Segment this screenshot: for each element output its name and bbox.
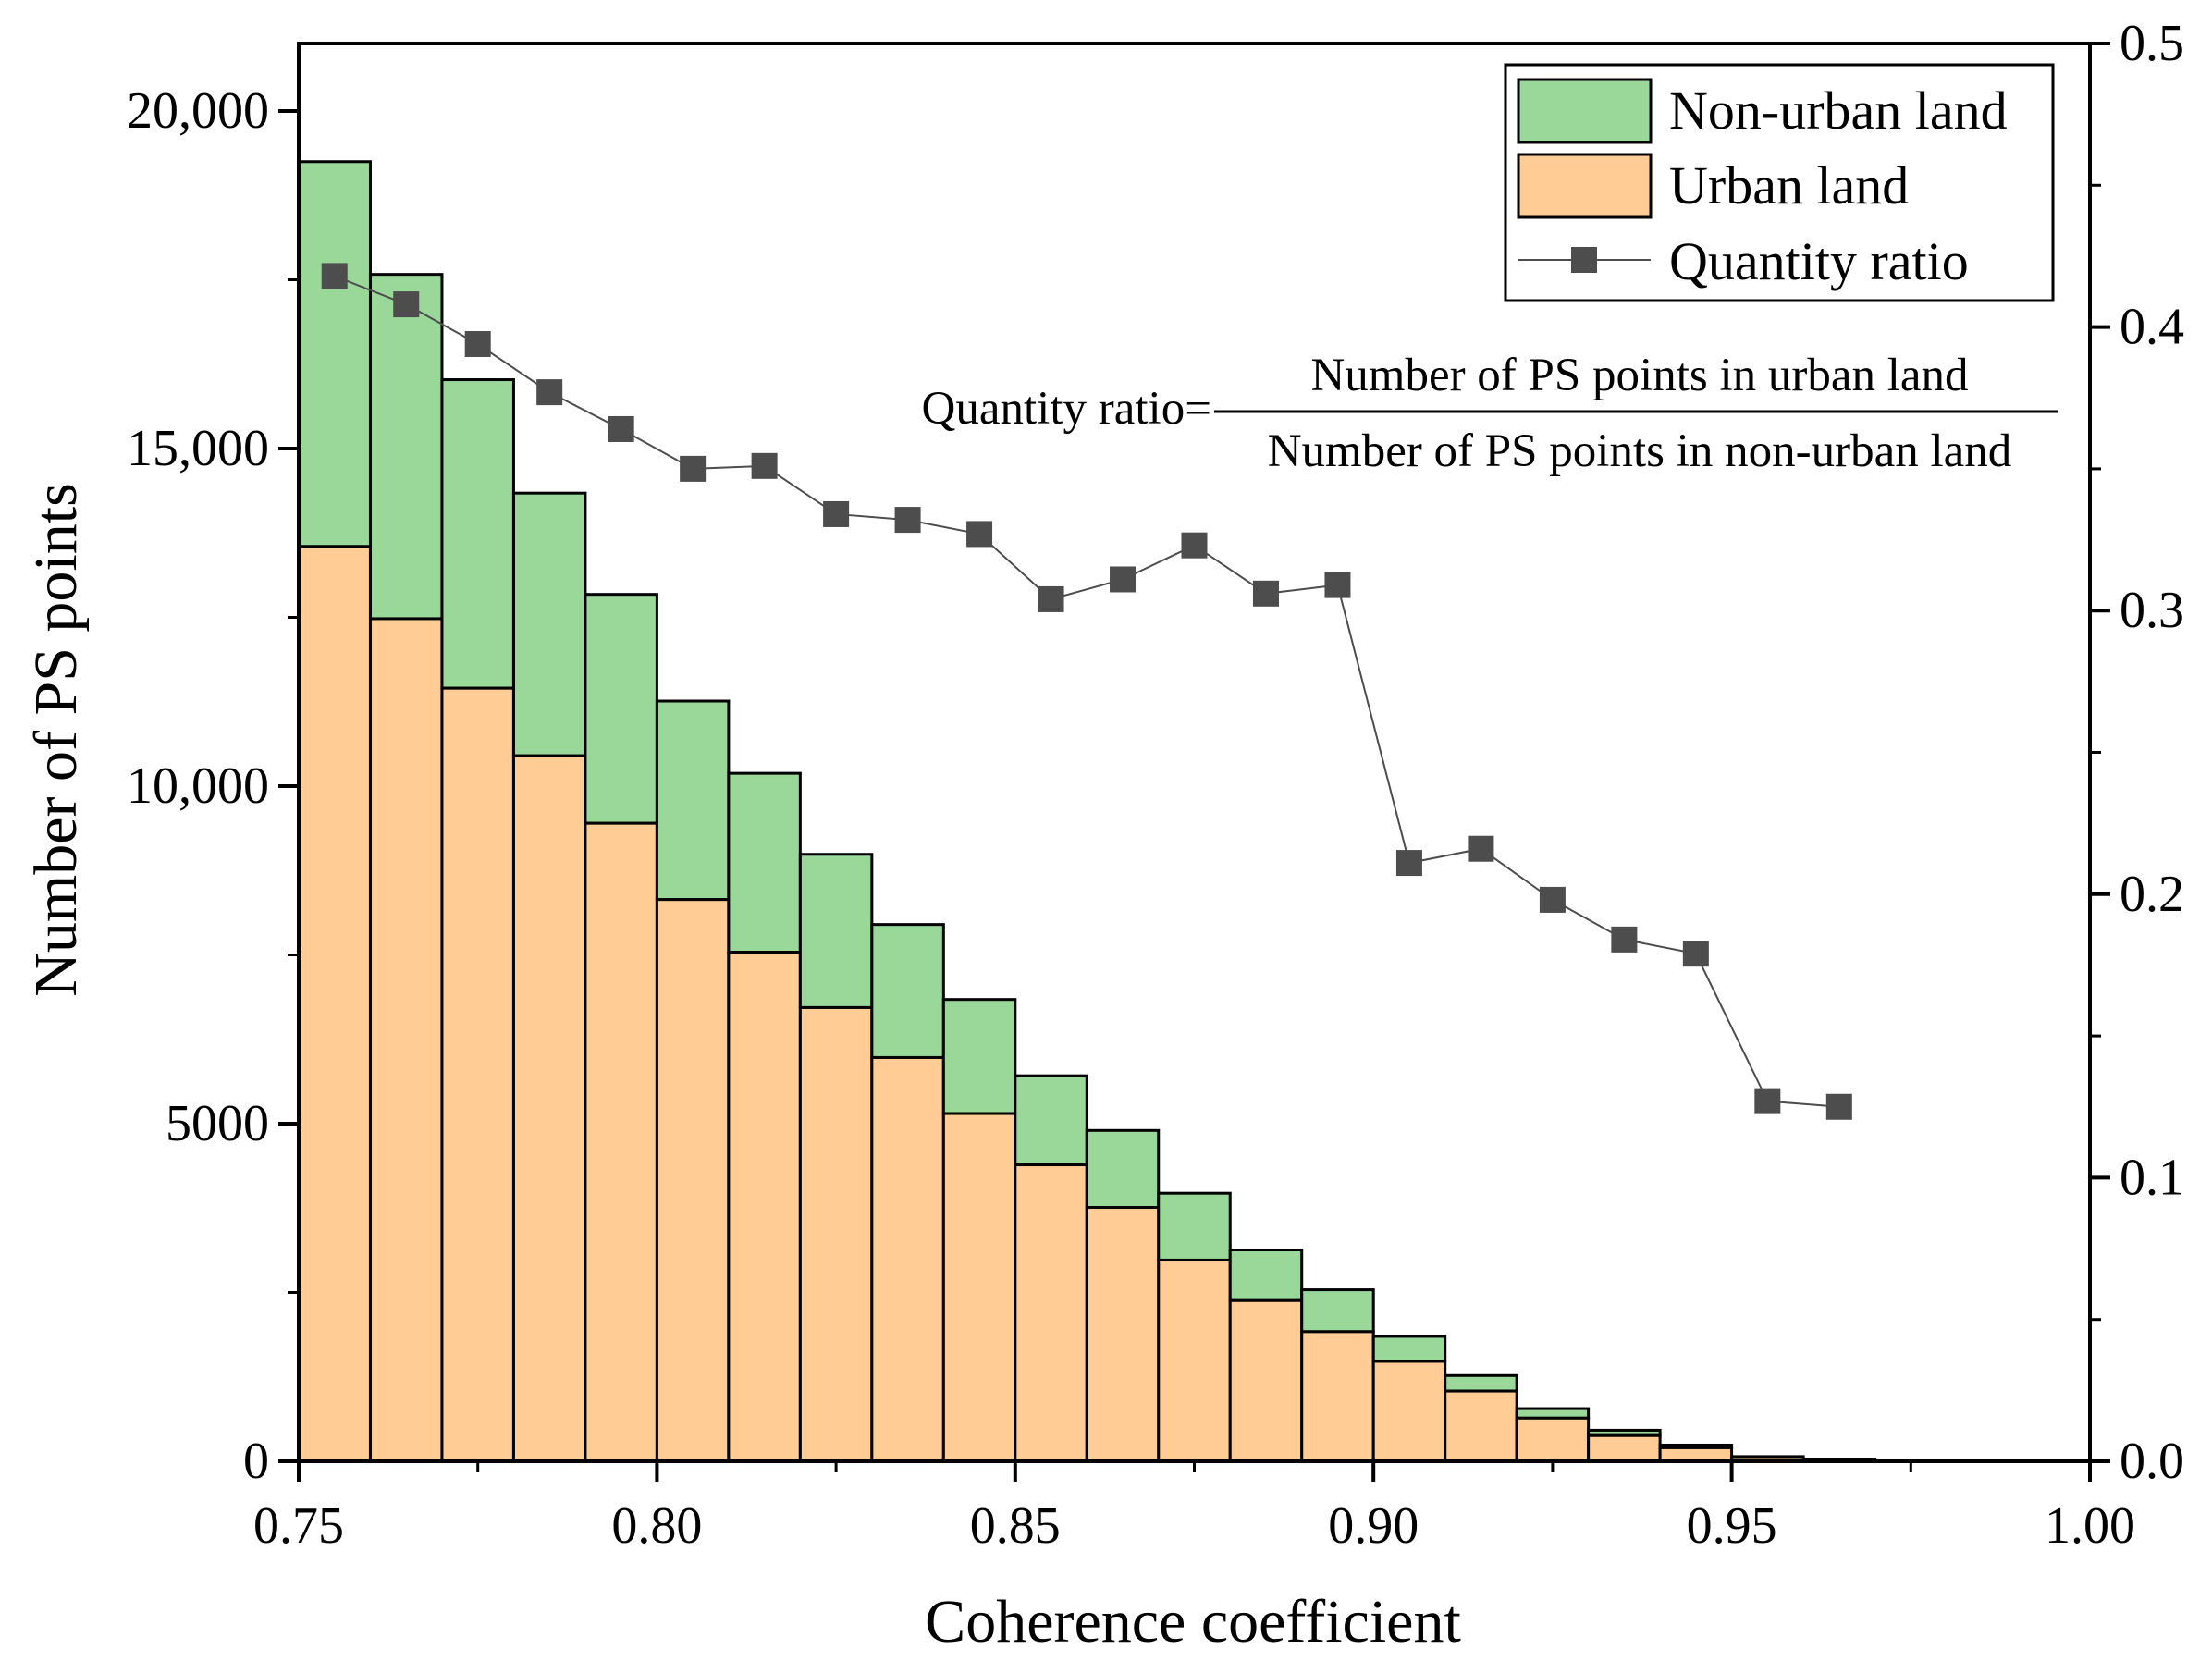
bar-urban-land: [368, 617, 444, 1463]
quantity-ratio-point: [1754, 1088, 1781, 1114]
legend-marker-quantity-ratio: [1571, 247, 1597, 273]
quantity-ratio-point: [1539, 886, 1566, 913]
bar-urban-land: [1371, 1360, 1447, 1463]
legend-swatch-non-urban-land: [1517, 78, 1653, 144]
legend-label-non-urban-land: Non-urban land: [1669, 80, 2008, 141]
quantity-ratio-series: [321, 263, 1852, 1120]
bar-non-urban-land: [1371, 1335, 1447, 1363]
legend-label-urban-land: Urban land: [1669, 155, 1909, 215]
quantity-ratio-point: [1324, 572, 1351, 598]
bar-non-urban-land: [1228, 1249, 1304, 1302]
axes: 0.75 0.80 0.85 0.90 0.95 1.00 0 5000 10,000 15,00…: [127, 15, 2184, 1555]
quantity-ratio-point: [1611, 926, 1638, 953]
bar-non-urban-land: [941, 998, 1017, 1115]
quantity-ratio-point: [1682, 941, 1709, 967]
y-axis-title: Number of PS points: [22, 483, 90, 997]
x-axis-title: Coherence coefficient: [925, 1588, 1461, 1655]
bar-urban-land: [1515, 1416, 1591, 1463]
bar-urban-land: [297, 545, 372, 1463]
quantity-ratio-point: [1825, 1093, 1852, 1120]
bar-urban-land: [727, 951, 802, 1463]
bar-non-urban-land: [1014, 1074, 1088, 1167]
quantity-ratio-point: [823, 500, 850, 527]
formula-numerator: Number of PS points in urban land: [1310, 350, 1968, 401]
bar-urban-land: [1444, 1389, 1518, 1463]
bar-urban-land: [1228, 1298, 1304, 1463]
bar-non-urban-land: [584, 593, 658, 825]
x-tick-label: 0.85: [970, 1497, 1061, 1555]
bar-urban-land: [798, 1005, 874, 1463]
histogram-bars: [297, 160, 1877, 1463]
bar-non-urban-land: [1444, 1373, 1518, 1393]
y-tick-label: 10,000: [127, 757, 269, 815]
y-tick-label: 15,000: [127, 420, 269, 477]
bar-non-urban-land: [727, 771, 802, 954]
x-tick-label: 0.95: [1687, 1497, 1777, 1555]
bar-urban-land: [1014, 1163, 1088, 1463]
y2-tick-label: 0.4: [2120, 299, 2184, 356]
bar-urban-land: [1085, 1206, 1161, 1463]
quantity-ratio-point: [1181, 532, 1208, 559]
bar-urban-land: [440, 686, 515, 1463]
bar-non-urban-land: [511, 491, 587, 757]
bar-urban-land: [511, 754, 587, 1463]
y2-tick-label: 0.5: [2120, 15, 2184, 72]
ratio-formula-annotation: Quantity ratio= Number of PS points in u…: [922, 350, 2058, 477]
bar-urban-land: [584, 821, 658, 1463]
quantity-ratio-point: [393, 291, 420, 318]
bar-urban-land: [1587, 1433, 1662, 1463]
bar-non-urban-land: [1300, 1288, 1375, 1334]
quantity-ratio-line: [334, 275, 1839, 1108]
quantity-ratio-point: [1038, 585, 1064, 612]
quantity-ratio-point: [608, 415, 634, 442]
bar-urban-land: [870, 1055, 945, 1463]
quantity-ratio-point: [1252, 580, 1279, 607]
x-tick-label: 1.00: [2045, 1497, 2135, 1555]
bar-non-urban-land: [1085, 1128, 1161, 1210]
bar-urban-land: [941, 1112, 1017, 1463]
y2-tick-label: 0.2: [2120, 866, 2184, 923]
quantity-ratio-point: [1468, 835, 1494, 862]
bar-urban-land: [655, 898, 731, 1463]
bar-non-urban-land: [870, 923, 945, 1059]
quantity-ratio-point: [680, 455, 707, 482]
bar-non-urban-land: [440, 378, 515, 690]
legend-swatch-urban-land: [1517, 153, 1653, 219]
bar-non-urban-land: [297, 160, 372, 548]
bar-urban-land: [1157, 1258, 1232, 1463]
x-tick-label: 0.80: [611, 1497, 702, 1555]
y2-tick-label: 0.3: [2120, 582, 2184, 639]
bar-non-urban-land: [655, 699, 731, 902]
bar-non-urban-land: [1515, 1407, 1591, 1420]
y-tick-label: 5000: [166, 1095, 269, 1152]
y2-tick-label: 0.1: [2120, 1149, 2184, 1206]
quantity-ratio-point: [321, 263, 348, 289]
quantity-ratio-point: [966, 521, 993, 548]
bar-non-urban-land: [798, 853, 874, 1009]
bar-non-urban-land: [368, 273, 444, 621]
quantity-ratio-point: [536, 379, 563, 406]
quantity-ratio-point: [464, 330, 491, 357]
formula-denominator: Number of PS points in non-urban land: [1268, 425, 2012, 477]
quantity-ratio-point: [1395, 850, 1422, 877]
bar-urban-land: [1300, 1330, 1375, 1463]
formula-prefix: Quantity ratio=: [922, 383, 1211, 435]
bar-urban-land: [1658, 1446, 1734, 1463]
y-tick-label: 20,000: [127, 82, 269, 140]
x-tick-label: 0.75: [253, 1497, 344, 1555]
y-tick-label: 0: [243, 1433, 269, 1490]
legend-label-quantity-ratio: Quantity ratio: [1669, 231, 1969, 291]
legend: Non-urban land Urban land Quantity ratio: [1504, 63, 2055, 302]
quantity-ratio-point: [751, 452, 778, 479]
bar-non-urban-land: [1157, 1191, 1232, 1261]
quantity-ratio-point: [894, 507, 921, 534]
y2-tick-label: 0.0: [2120, 1433, 2184, 1490]
quantity-ratio-point: [1110, 566, 1137, 593]
x-tick-label: 0.90: [1328, 1497, 1419, 1555]
